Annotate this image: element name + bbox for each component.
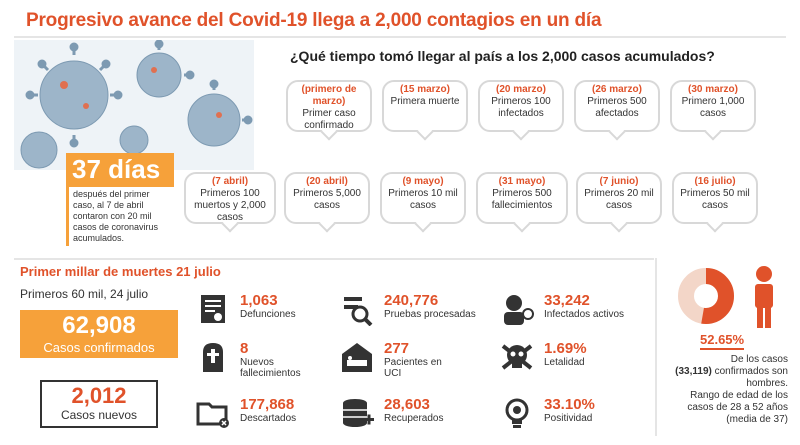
new-cases-value: 2,012 xyxy=(71,383,127,408)
timeline-bubble: (31 mayo) Primeros 500 fallecimientos xyxy=(476,172,568,224)
timeline-text: Primeros 100 muertos y 2,000 casos xyxy=(194,188,266,223)
donut-arc-male xyxy=(678,268,734,324)
milestone-sub: Primeros 60 mil, 24 julio xyxy=(20,287,149,301)
title-bar: Progresivo avance del Covid-19 llega a 2… xyxy=(14,6,786,38)
stat-descartados: 177,868 Descartados xyxy=(196,396,346,436)
timeline-text: Primeros 20 mil casos xyxy=(584,188,654,211)
milestone-heading: Primer millar de muertes 21 julio xyxy=(20,264,221,279)
timeline-text: Primeros 500 fallecimientos xyxy=(491,188,553,211)
timeline-text: Primeros 500 afectados xyxy=(587,96,647,119)
timeline-date: (20 marzo) xyxy=(495,84,546,95)
stat-value: 8 xyxy=(240,340,249,357)
timeline-text: Primero 1,000 casos xyxy=(681,96,745,119)
gender-line1: De los casos xyxy=(730,354,788,365)
lightbulb-icon xyxy=(505,398,529,428)
stat-label: Pacientes en UCI xyxy=(384,357,442,379)
stat-activos: 33,242 Infectados activos xyxy=(500,292,650,332)
stat-value: 1.69% xyxy=(544,340,587,357)
timeline-bubble: (16 julio) Primeros 50 mil casos xyxy=(672,172,758,224)
timeline-date: (9 mayo) xyxy=(402,176,444,187)
stat-letalidad: 1.69% Letalidad xyxy=(500,340,650,380)
skull-icon xyxy=(501,344,533,370)
timeline-date: (7 abril) xyxy=(211,176,249,187)
stat-label: Nuevos fallecimientos xyxy=(240,357,301,379)
timeline-question: ¿Qué tiempo tomó llegar al país a los 2,… xyxy=(290,48,715,64)
stat-recuperados: 28,603 Recuperados xyxy=(340,396,490,436)
stat-pruebas: 240,776 Pruebas procesadas xyxy=(340,292,490,332)
timeline-text: Primeros 5,000 casos xyxy=(293,188,361,211)
timeline-bubble: (9 mayo) Primeros 10 mil casos xyxy=(380,172,466,224)
stat-value: 240,776 xyxy=(384,292,439,309)
stat-value: 177,868 xyxy=(240,396,295,413)
stat-label: Defunciones xyxy=(240,309,296,320)
confirmed-value: 62,908 xyxy=(62,312,136,339)
stat-nuevos-fallecimientos: 8 Nuevos fallecimientos xyxy=(196,340,346,380)
stat-value: 33,242 xyxy=(544,292,590,309)
timeline-text: Primer caso confirmado xyxy=(302,108,356,131)
stat-positividad: 33.10% Positividad xyxy=(500,396,650,436)
timeline-bubble: (26 marzo) Primeros 500 afectados xyxy=(574,80,660,132)
timeline-date: (26 marzo) xyxy=(591,84,642,95)
stat-label: Infectados activos xyxy=(544,309,625,320)
timeline-date: (7 junio) xyxy=(599,176,639,187)
days-box-title: 37 días xyxy=(72,154,161,184)
virus-icon xyxy=(14,40,254,170)
timeline-text: Primera muerte xyxy=(390,96,460,107)
timeline-bubble: (primero de marzo) Primer caso confirmad… xyxy=(286,80,372,132)
timeline-date: (primero de marzo) xyxy=(301,84,357,107)
stat-label: Positividad xyxy=(544,413,593,424)
database-plus-icon xyxy=(343,399,374,427)
timeline-bubble: (20 abril) Primeros 5,000 casos xyxy=(284,172,370,224)
gender-line3: Rango de edad de los casos de 28 a 52 añ… xyxy=(687,390,788,425)
male-percent: 52.65% xyxy=(700,332,745,350)
timeline-bubble: (30 marzo) Primero 1,000 casos xyxy=(670,80,756,132)
days-box-text: después del primer caso, al 7 de abril c… xyxy=(66,187,174,246)
timeline-date: (16 julio) xyxy=(694,176,736,187)
folder-x-icon xyxy=(196,402,229,428)
timeline-text: Primeros 100 infectados xyxy=(491,96,551,119)
male-person-icon xyxy=(755,266,773,328)
microscope-icon xyxy=(344,297,373,326)
timeline-text: Primeros 10 mil casos xyxy=(388,188,458,211)
stat-label: Pruebas procesadas xyxy=(384,309,476,320)
stat-label: Descartados xyxy=(240,413,297,424)
gender-count: (33,119) xyxy=(675,366,712,377)
timeline-bubble: (7 junio) Primeros 20 mil casos xyxy=(576,172,662,224)
stat-uci: 277 Pacientes en UCI xyxy=(340,340,490,380)
confirmed-label: Casos confirmados xyxy=(43,340,155,355)
sick-person-icon xyxy=(504,295,534,325)
tombstone-icon xyxy=(203,343,223,372)
timeline-date: (20 abril) xyxy=(306,176,348,187)
new-cases-label: Casos nuevos xyxy=(60,408,138,422)
timeline-date: (30 marzo) xyxy=(687,84,738,95)
page-title: Progresivo avance del Covid-19 llega a 2… xyxy=(26,10,602,31)
hospital-bed-icon xyxy=(342,343,372,372)
certificate-icon xyxy=(201,295,225,323)
stat-label: Letalidad xyxy=(544,357,585,368)
stat-value: 277 xyxy=(384,340,410,357)
stat-value: 33.10% xyxy=(544,396,595,413)
gender-donut xyxy=(678,266,773,328)
timeline-date: (31 mayo) xyxy=(498,176,546,187)
timeline-bubble: (20 marzo) Primeros 100 infectados xyxy=(478,80,564,132)
stat-label: Recuperados xyxy=(384,413,444,424)
confirmed-cases-box: 62,908 Casos confirmados xyxy=(20,310,178,358)
days-box: 37 días después del primer caso, al 7 de… xyxy=(66,153,174,253)
timeline-date: (15 marzo) xyxy=(399,84,450,95)
section-divider xyxy=(14,258,654,260)
stat-defunciones: 1,063 Defunciones xyxy=(196,292,346,332)
gender-panel: 52.65% De los casos (33,119) confirmados… xyxy=(664,262,788,442)
timeline-bubble: (7 abril) Primeros 100 muertos y 2,000 c… xyxy=(184,172,276,224)
stat-value: 28,603 xyxy=(384,396,430,413)
timeline-bubble: (15 marzo) Primera muerte xyxy=(382,80,468,132)
new-cases-box: 2,012 Casos nuevos xyxy=(40,380,158,428)
vertical-divider xyxy=(655,258,657,436)
timeline-text: Primeros 50 mil casos xyxy=(680,188,750,211)
stat-value: 1,063 xyxy=(240,292,278,309)
virus-illustration xyxy=(14,40,254,170)
gender-line2: confirmados son hombres. xyxy=(714,366,788,389)
gender-text: De los casos (33,119) confirmados son ho… xyxy=(664,354,788,426)
